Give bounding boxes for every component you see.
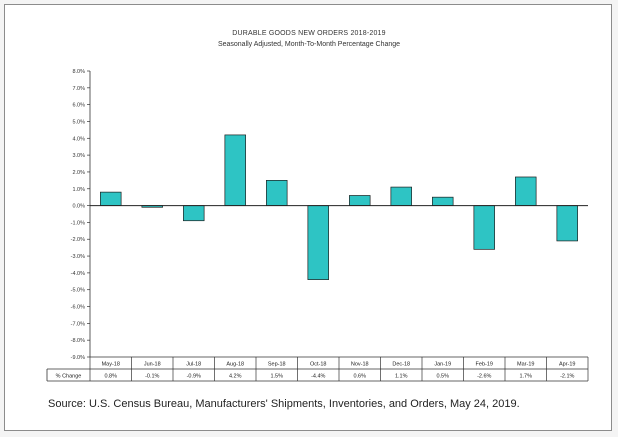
data-label: -0.1% <box>145 374 159 380</box>
x-tick-label: May-18 <box>102 362 120 368</box>
table-row-label: % Change <box>56 374 82 380</box>
y-tick-label: 0.0% <box>72 204 85 210</box>
data-label: -2.1% <box>560 374 574 380</box>
bar <box>556 205 578 242</box>
y-tick-label: -9.0% <box>71 355 85 361</box>
y-tick-label: -3.0% <box>71 254 85 260</box>
x-tick-label: Nov-18 <box>351 362 369 368</box>
y-tick-label: 1.0% <box>72 187 85 193</box>
source-note: Source: U.S. Census Bureau, Manufacturer… <box>48 398 520 410</box>
bar <box>100 191 122 206</box>
bar <box>183 205 205 222</box>
bar <box>390 186 412 206</box>
x-tick-label: Apr-19 <box>559 362 576 368</box>
data-label: 4.2% <box>229 374 242 380</box>
y-tick-label: -1.0% <box>71 220 85 226</box>
data-label: -4.4% <box>311 374 325 380</box>
y-tick-label: -4.0% <box>71 271 85 277</box>
x-tick-label: Jul-18 <box>186 362 201 368</box>
bar <box>515 176 537 206</box>
x-tick-label: Aug-18 <box>226 362 244 368</box>
y-tick-label: -8.0% <box>71 338 85 344</box>
y-tick-label: -2.0% <box>71 237 85 243</box>
bar <box>266 180 288 206</box>
x-tick-label: Oct-18 <box>310 362 327 368</box>
y-tick-label: -6.0% <box>71 305 85 311</box>
y-tick-label: 2.0% <box>72 170 85 176</box>
y-tick-label: 7.0% <box>72 86 85 92</box>
data-label: 1.5% <box>270 374 283 380</box>
x-tick-label: Mar-19 <box>517 362 534 368</box>
y-tick-label: 8.0% <box>72 69 85 75</box>
chart-subtitle: Seasonally Adjusted, Month-To-Month Perc… <box>217 41 401 48</box>
chart-title: DURABLE GOODS NEW ORDERS 2018-2019 <box>232 30 386 37</box>
data-label: 0.8% <box>104 374 117 380</box>
y-tick-label: -7.0% <box>71 321 85 327</box>
data-label: 1.7% <box>519 374 532 380</box>
data-label: 0.5% <box>436 374 449 380</box>
x-tick-label: Dec-18 <box>392 362 410 368</box>
bar <box>349 195 371 206</box>
bar <box>224 134 246 206</box>
y-tick-label: 6.0% <box>72 103 85 109</box>
bar <box>432 196 454 206</box>
bar <box>307 205 329 280</box>
data-label: 0.6% <box>353 374 366 380</box>
x-tick-label: Sep-18 <box>268 362 286 368</box>
data-label: 1.1% <box>395 374 408 380</box>
x-tick-label: Jun-18 <box>144 362 161 368</box>
data-label: -2.6% <box>477 374 491 380</box>
data-label: -0.9% <box>187 374 201 380</box>
y-tick-label: 4.0% <box>72 136 85 142</box>
y-tick-label: -5.0% <box>71 288 85 294</box>
x-tick-label: Feb-19 <box>476 362 493 368</box>
x-tick-label: Jan-19 <box>434 362 451 368</box>
bar <box>473 205 495 250</box>
y-tick-label: 5.0% <box>72 119 85 125</box>
y-tick-label: 3.0% <box>72 153 85 159</box>
